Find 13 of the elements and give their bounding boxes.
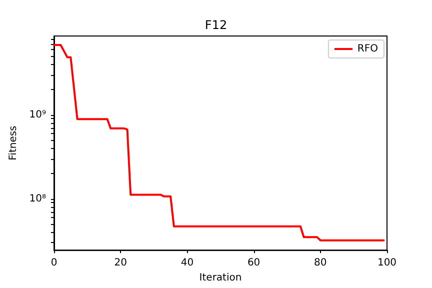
legend-label: RFO bbox=[357, 44, 378, 54]
x-tick-label: 80 bbox=[314, 258, 327, 269]
x-tick-label: 100 bbox=[377, 258, 397, 269]
y-tick-label: 10⁹ bbox=[29, 109, 46, 120]
y-tick-label: 10⁸ bbox=[29, 193, 46, 204]
x-tick-label: 40 bbox=[180, 258, 194, 269]
chart-title: F12 bbox=[204, 18, 228, 32]
y-axis-title: Fitness bbox=[8, 126, 19, 160]
x-tick-label: 0 bbox=[50, 258, 58, 269]
x-axis-title: Iteration bbox=[199, 272, 242, 284]
x-tick-label: 60 bbox=[247, 258, 260, 269]
x-tick-label: 20 bbox=[114, 258, 127, 269]
line-series bbox=[53, 44, 385, 242]
